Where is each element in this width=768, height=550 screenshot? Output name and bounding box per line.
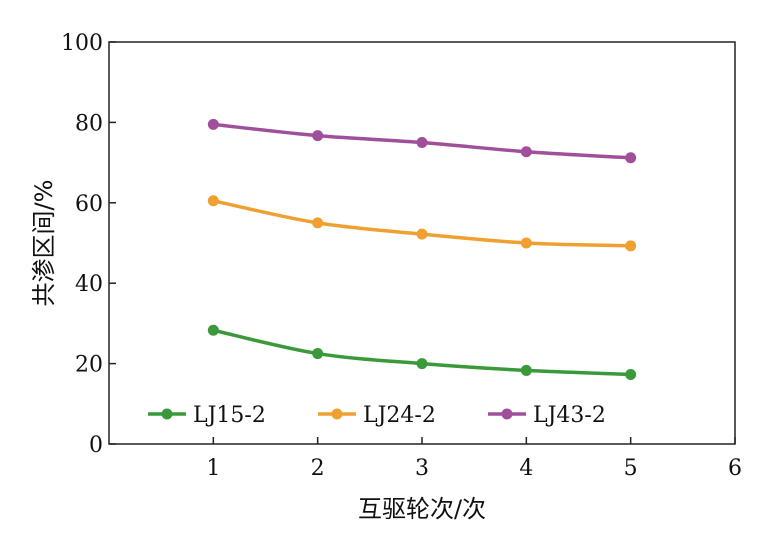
data-point <box>625 368 637 380</box>
plot-frame <box>108 41 736 445</box>
legend-label: LJ24-2 <box>363 403 436 428</box>
x-tick-label: 3 <box>415 456 429 481</box>
series-LJ24-2 <box>207 195 637 252</box>
data-point <box>312 217 324 229</box>
x-tick-label: 5 <box>624 456 638 481</box>
y-tick-label: 80 <box>75 111 103 136</box>
data-point <box>416 137 428 148</box>
y-tick-label: 20 <box>75 353 103 378</box>
data-point <box>520 146 532 158</box>
data-point <box>416 228 428 240</box>
series-LJ43-2 <box>207 118 637 164</box>
legend-item: LJ24-2 <box>318 403 436 428</box>
x-tick-label: 1 <box>206 456 220 481</box>
data-point <box>520 237 532 249</box>
series-layer <box>207 118 637 380</box>
x-tick-label: 4 <box>519 456 533 481</box>
legend-marker <box>161 408 173 420</box>
data-point <box>625 152 637 164</box>
x-tick-label: 6 <box>728 456 742 481</box>
data-point <box>312 130 324 142</box>
y-axis-ticks: 0 20 40 60 80 100 <box>61 31 116 458</box>
data-point <box>207 195 219 207</box>
data-point <box>625 240 637 252</box>
y-tick-label: 60 <box>75 192 103 217</box>
legend: LJ15-2 LJ24-2 LJ43-2 <box>148 403 606 428</box>
legend-label: LJ43-2 <box>533 403 606 428</box>
legend-marker <box>331 408 343 420</box>
data-point <box>207 324 219 336</box>
data-point <box>312 348 324 360</box>
legend-item: LJ15-2 <box>148 403 266 428</box>
series-LJ15-2 <box>207 324 637 380</box>
x-tick-label: 2 <box>311 456 325 481</box>
data-point <box>416 358 428 370</box>
x-axis-ticks: 1 2 3 4 5 6 <box>206 437 742 481</box>
legend-label: LJ15-2 <box>193 403 266 428</box>
y-tick-label: 0 <box>89 433 103 458</box>
x-axis-title: 互驱轮次/次 <box>358 495 486 523</box>
y-tick-label: 40 <box>75 272 103 297</box>
data-point <box>207 118 219 130</box>
data-point <box>520 364 532 376</box>
legend-marker <box>501 408 513 420</box>
legend-item: LJ43-2 <box>488 403 606 428</box>
y-axis-title: 共渗区间/% <box>30 180 58 307</box>
y-tick-label: 100 <box>61 31 103 56</box>
